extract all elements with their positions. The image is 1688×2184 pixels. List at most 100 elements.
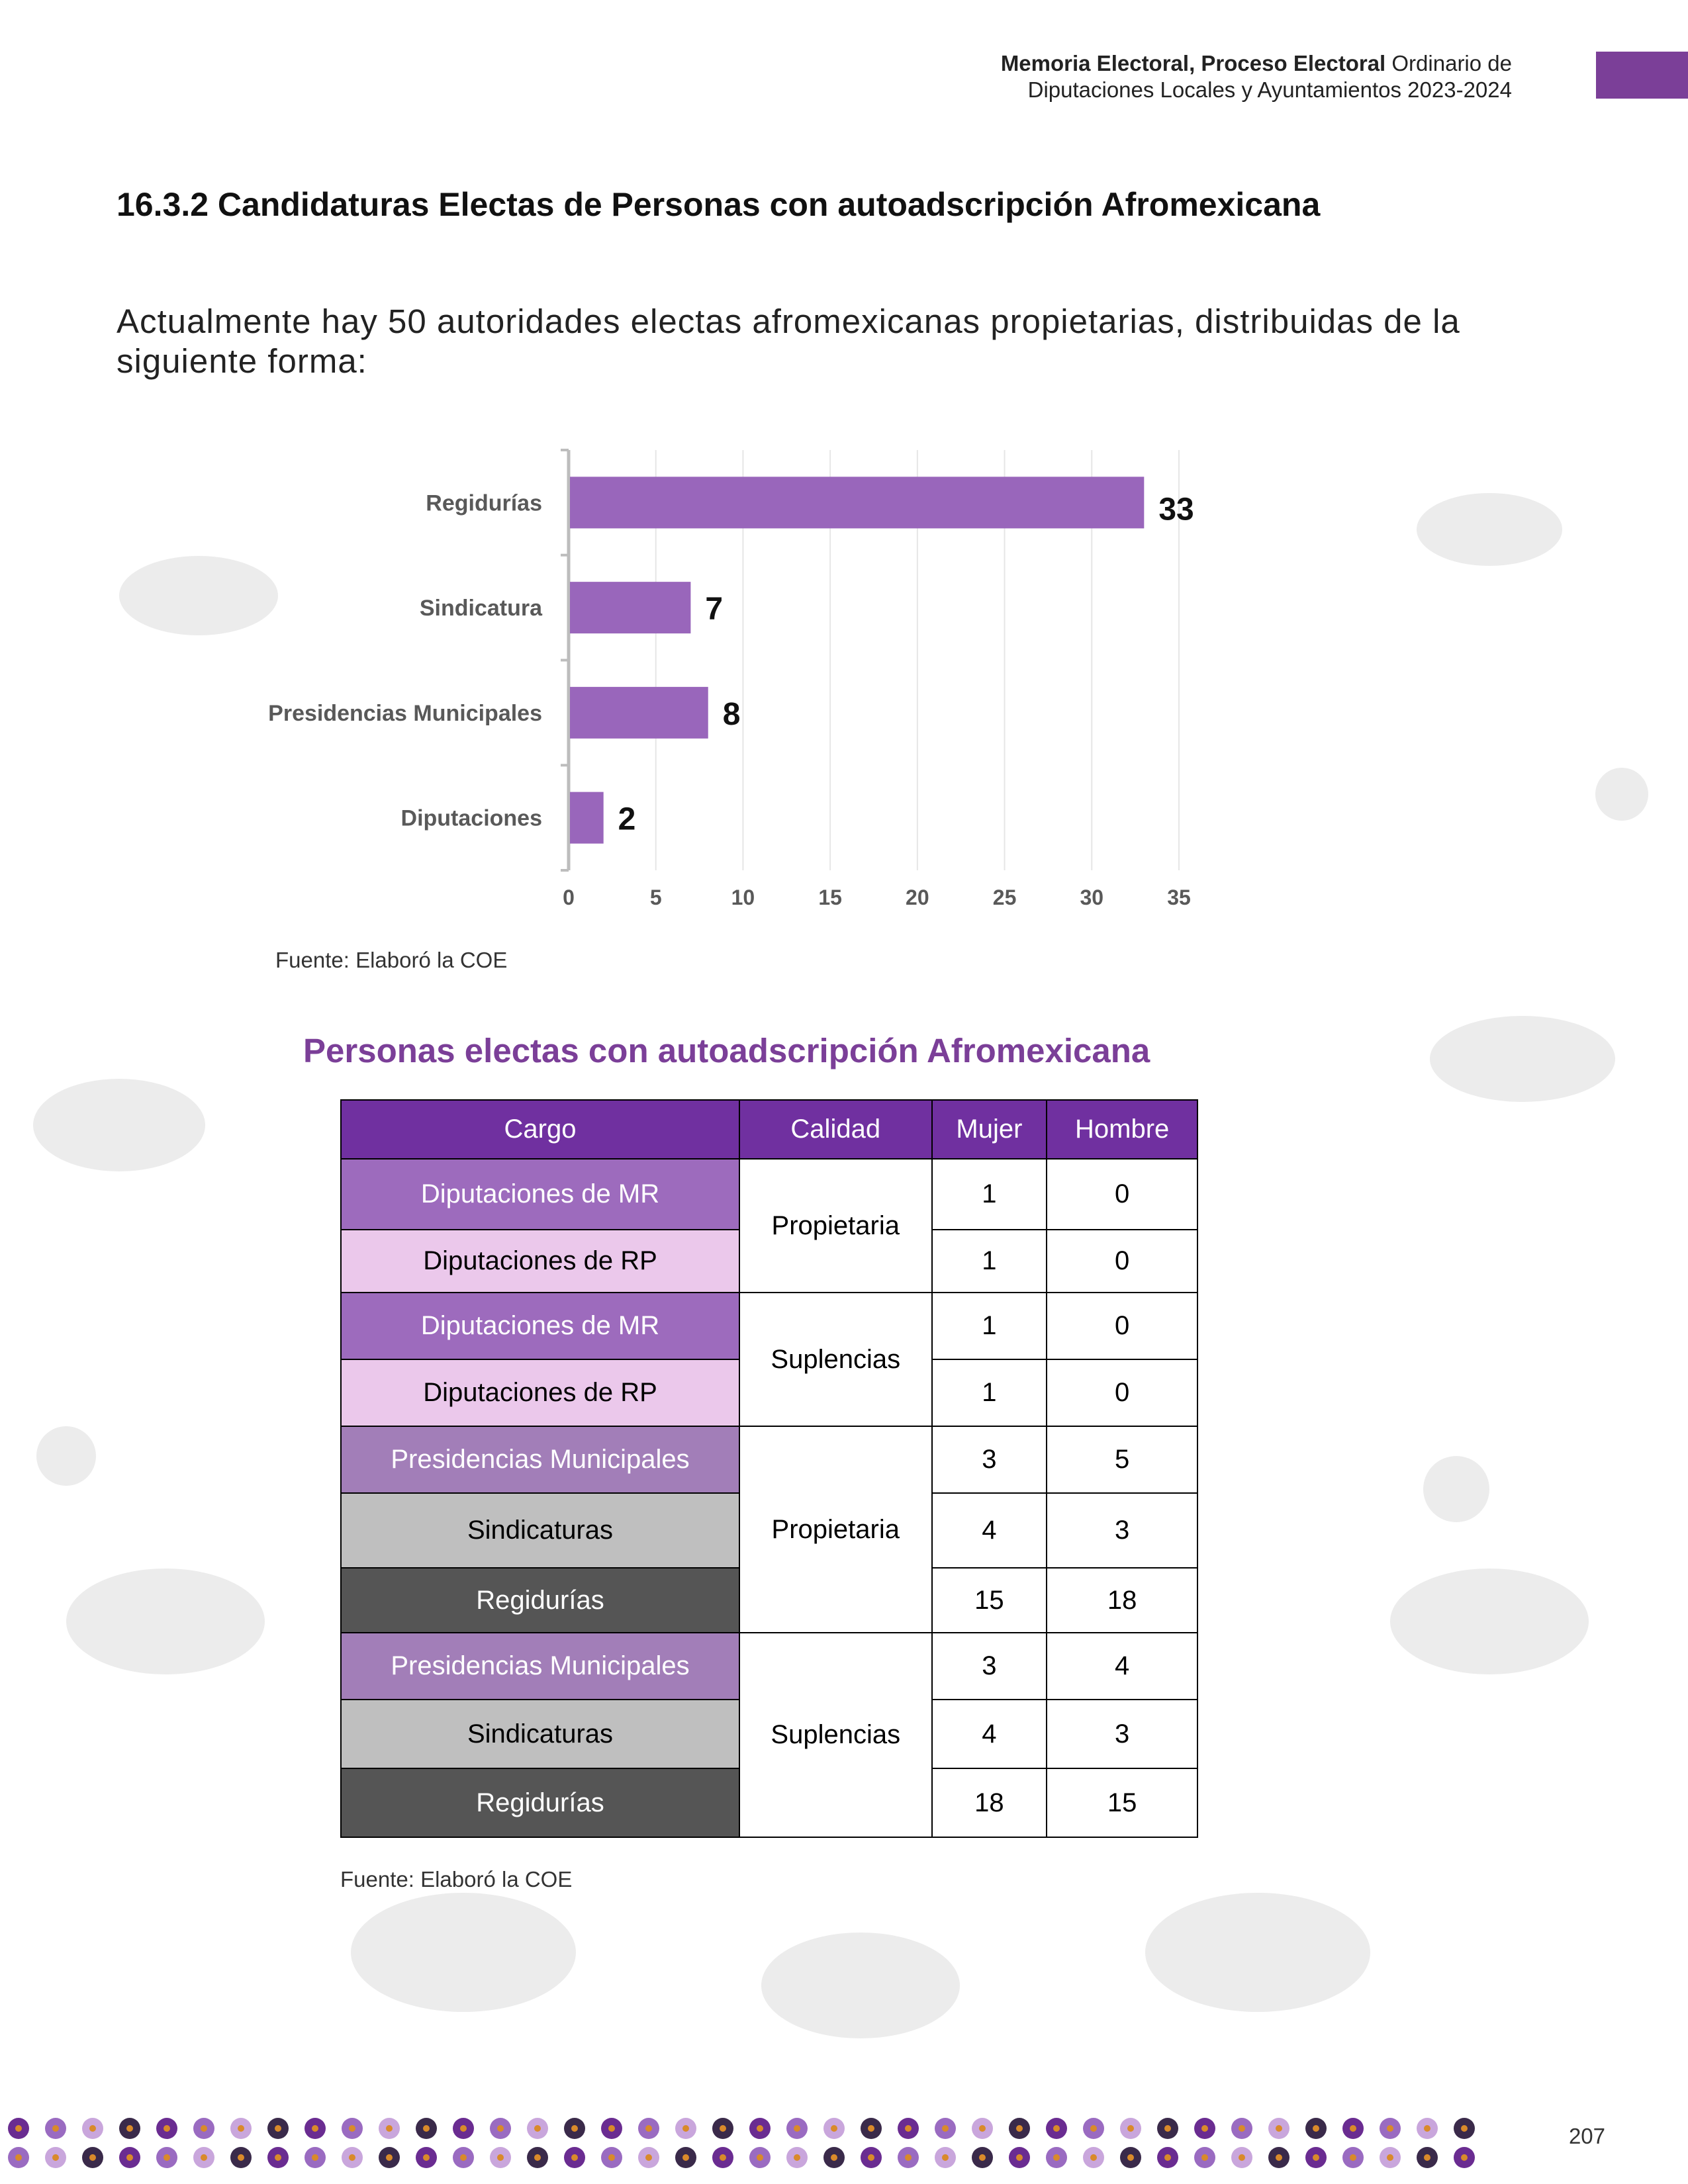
- embroidery-flower-center: [979, 2125, 986, 2132]
- mujer-cell: 15: [931, 1567, 1048, 1633]
- category-label: Diputaciones: [401, 806, 542, 831]
- embroidery-flower-center: [15, 2125, 22, 2132]
- cargo-cell: Presidencias Municipales: [340, 1426, 741, 1494]
- bar: [570, 686, 708, 739]
- bar-chart: Regidurías 33 Sindicatura 7 Presidencias Mun…: [268, 449, 1194, 909]
- mujer-cell: 4: [931, 1699, 1048, 1769]
- cargo-cell: Sindicaturas: [340, 1699, 741, 1769]
- embroidery-flower-center: [386, 2125, 393, 2132]
- embroidery-flower-center: [571, 2125, 578, 2132]
- mujer-cell: 3: [931, 1632, 1048, 1700]
- mujer-cell: 4: [931, 1492, 1048, 1569]
- embroidery-flower-center: [757, 2154, 763, 2161]
- hombre-cell: 15: [1046, 1768, 1198, 1838]
- mujer-cell: 3: [931, 1426, 1048, 1494]
- table-row: Regidurías 15 18: [340, 1567, 1198, 1633]
- calidad-cell: Propietaria: [739, 1158, 933, 1293]
- embroidery-flower-center: [1276, 2154, 1282, 2161]
- embroidery-flower-center: [1127, 2154, 1134, 2161]
- calidad-cell: Propietaria: [739, 1426, 933, 1633]
- table-row: Presidencias Municipales Propietaria 3 5: [340, 1426, 1198, 1633]
- data-label: 2: [618, 802, 636, 837]
- table-row: Diputaciones de RP 1 0: [340, 1359, 1198, 1427]
- embroidery-border: [8, 2118, 1475, 2168]
- table-title: Personas electas con autoadscripción Afr…: [303, 1032, 1150, 1069]
- embroidery-flower-center: [645, 2125, 652, 2132]
- table-row: Presidencias Municipales Suplencias 3 4: [340, 1632, 1198, 1838]
- embroidery-flower-center: [312, 2125, 318, 2132]
- embroidery-flower-center: [645, 2154, 652, 2161]
- header-cargo: Cargo: [340, 1099, 741, 1160]
- header-line-2: Diputaciones Locales y Ayuntamientos 202…: [1027, 77, 1512, 102]
- cargo-cell: Sindicaturas: [340, 1492, 741, 1569]
- embroidery-flower-center: [238, 2154, 244, 2161]
- mujer-cell: 1: [931, 1292, 1048, 1360]
- hombre-cell: 0: [1046, 1158, 1198, 1230]
- page-number: 207: [1568, 2124, 1605, 2148]
- header-bold: Memoria Electoral, Proceso Electoral: [1000, 51, 1386, 75]
- embroidery-flower-center: [423, 2125, 430, 2132]
- section-title: 16.3.2 Candidaturas Electas de Personas …: [117, 186, 1321, 223]
- hombre-cell: 0: [1046, 1229, 1198, 1293]
- embroidery-flower-center: [868, 2125, 874, 2132]
- table-row: Regidurías 18 15: [340, 1768, 1198, 1838]
- data-label: 7: [705, 592, 723, 627]
- embroidery-flower-center: [831, 2125, 837, 2132]
- x-tick-label: 10: [731, 886, 755, 909]
- mujer-cell: 1: [931, 1359, 1048, 1427]
- hombre-cell: 3: [1046, 1492, 1198, 1569]
- cargo-cell: Diputaciones de MR: [340, 1158, 741, 1230]
- embroidery-flower-center: [831, 2154, 837, 2161]
- table-header-row: Cargo Calidad Mujer Hombre: [340, 1099, 1198, 1160]
- embroidery-flower-center: [1090, 2125, 1097, 2132]
- embroidery-flower-center: [312, 2154, 318, 2161]
- x-tick-label: 20: [906, 886, 929, 909]
- header-line1-rest: Ordinario de: [1391, 51, 1512, 75]
- calidad-cell: Suplencias: [739, 1292, 933, 1427]
- table-row: Sindicaturas 4 3: [340, 1492, 1198, 1569]
- intro-paragraph: Actualmente hay 50 autoridades electas a…: [117, 302, 1460, 380]
- embroidery-flower-center: [1276, 2125, 1282, 2132]
- cargo-cell: Regidurías: [340, 1567, 741, 1633]
- embroidery-flower-center: [89, 2125, 96, 2132]
- embroidery-flower-center: [386, 2154, 393, 2161]
- embroidery-flower-center: [1461, 2125, 1468, 2132]
- embroidery-flower-center: [1387, 2154, 1393, 2161]
- x-tick-label: 0: [563, 886, 575, 909]
- embroidery-flower-center: [497, 2125, 504, 2132]
- bar: [570, 792, 604, 844]
- x-tick-label: 30: [1080, 886, 1103, 909]
- embroidery-flower-center: [1424, 2154, 1430, 2161]
- hombre-cell: 5: [1046, 1426, 1198, 1494]
- embroidery-flower-center: [942, 2154, 949, 2161]
- cargo-cell: Diputaciones de RP: [340, 1359, 741, 1427]
- embroidery-flower-center: [1016, 2154, 1023, 2161]
- cargo-cell: Regidurías: [340, 1768, 741, 1838]
- embroidery-flower-center: [905, 2125, 912, 2132]
- mujer-cell: 18: [931, 1768, 1048, 1838]
- x-tick-label: 15: [818, 886, 842, 909]
- embroidery-flower-center: [1201, 2125, 1208, 2132]
- embroidery-flower-center: [1239, 2125, 1245, 2132]
- table-row: Diputaciones de MR Propietaria 1 0: [340, 1158, 1198, 1293]
- embroidery-flower-center: [1424, 2125, 1430, 2132]
- embroidery-flower-center: [794, 2125, 800, 2132]
- embroidery-flower-center: [349, 2125, 355, 2132]
- embroidery-flower-center: [423, 2154, 430, 2161]
- table-row: Diputaciones de MR Suplencias 1 0: [340, 1292, 1198, 1427]
- afromexicana-table: Cargo Calidad Mujer Hombre Diputaciones …: [340, 1099, 1198, 1838]
- embroidery-flower-center: [608, 2154, 615, 2161]
- bar: [570, 477, 1145, 529]
- embroidery-flower-center: [1461, 2154, 1468, 2161]
- header-calidad: Calidad: [739, 1099, 933, 1160]
- embroidery-flower-center: [275, 2154, 281, 2161]
- mujer-cell: 1: [931, 1158, 1048, 1230]
- embroidery-flower-center: [1350, 2154, 1356, 2161]
- data-label: 8: [723, 697, 741, 732]
- table-row: Sindicaturas 4 3: [340, 1699, 1198, 1769]
- embroidery-flower-center: [1053, 2125, 1060, 2132]
- cargo-cell: Diputaciones de RP: [340, 1229, 741, 1293]
- hombre-cell: 0: [1046, 1292, 1198, 1360]
- header-hombre: Hombre: [1046, 1099, 1198, 1160]
- embroidery-flower-center: [1313, 2154, 1319, 2161]
